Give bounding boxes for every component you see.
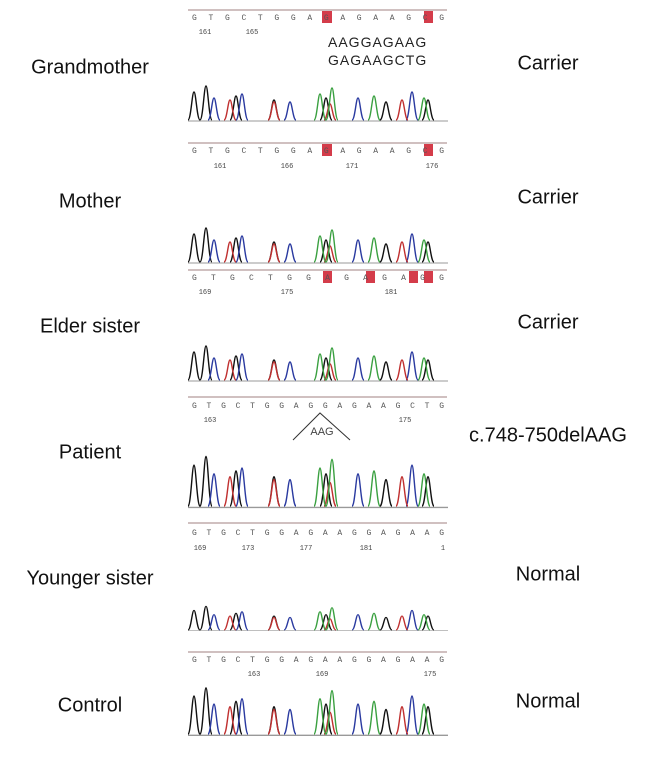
person-label: Mother xyxy=(59,190,122,212)
alt-sequence: AAGGAGAAG xyxy=(328,34,427,50)
genotype-status: Carrier xyxy=(517,186,578,208)
base-position: 161 xyxy=(199,29,212,37)
genotype-status: Normal xyxy=(516,690,580,712)
base-position: 169 xyxy=(194,545,207,553)
base-position: 163 xyxy=(204,417,217,425)
person-label: Younger sister xyxy=(26,567,153,589)
genotype-status: c.748-750delAAG xyxy=(469,424,627,446)
sequence: G T G C T G G A G A A G G A G A A G xyxy=(192,656,444,665)
chromatogram xyxy=(188,457,448,508)
chromatogram xyxy=(188,228,448,263)
genotype-status: Carrier xyxy=(517,52,578,74)
base-position: 169 xyxy=(199,289,212,297)
base-position: 1 xyxy=(441,545,445,553)
sequence: G T G C T G G A G A A G G A G A A G xyxy=(192,529,444,538)
sequence: G T G C T G G A G A G A A G C G xyxy=(192,147,444,156)
alt-sequence: GAGAAGCTG xyxy=(328,52,427,68)
base-position: 169 xyxy=(316,671,329,679)
base-position: 175 xyxy=(281,289,294,297)
chromatogram xyxy=(188,346,448,381)
base-position: 166 xyxy=(281,163,294,171)
person-label: Grandmother xyxy=(31,56,149,78)
base-position: 171 xyxy=(346,163,359,171)
base-position: 181 xyxy=(360,545,373,553)
deletion-label: AAG xyxy=(310,426,333,438)
base-position: 181 xyxy=(385,289,398,297)
genotype-status: Carrier xyxy=(517,311,578,333)
person-label: Patient xyxy=(59,441,122,463)
figure: Grandmother Carrier G T G C T G G A G A G … xyxy=(0,0,662,760)
chromatogram xyxy=(188,688,448,735)
sequence: G T G C T G G A G G A G A A G C T G xyxy=(192,402,444,411)
base-position: 163 xyxy=(248,671,261,679)
base-position: 173 xyxy=(242,545,255,553)
person-label: Elder sister xyxy=(40,315,140,337)
sequence: G T G C T G G A G A G A G G xyxy=(192,274,444,283)
chromatogram xyxy=(188,86,448,121)
base-position: 176 xyxy=(426,163,439,171)
base-position: 177 xyxy=(300,545,313,553)
base-position: 161 xyxy=(214,163,227,171)
chromatogram xyxy=(188,606,448,631)
base-position: 175 xyxy=(424,671,437,679)
sequence: G T G C T G G A G A G A A G C G xyxy=(192,14,444,23)
person-label: Control xyxy=(58,694,122,716)
base-position: 165 xyxy=(246,29,259,37)
genotype-status: Normal xyxy=(516,563,580,585)
base-position: 175 xyxy=(399,417,412,425)
